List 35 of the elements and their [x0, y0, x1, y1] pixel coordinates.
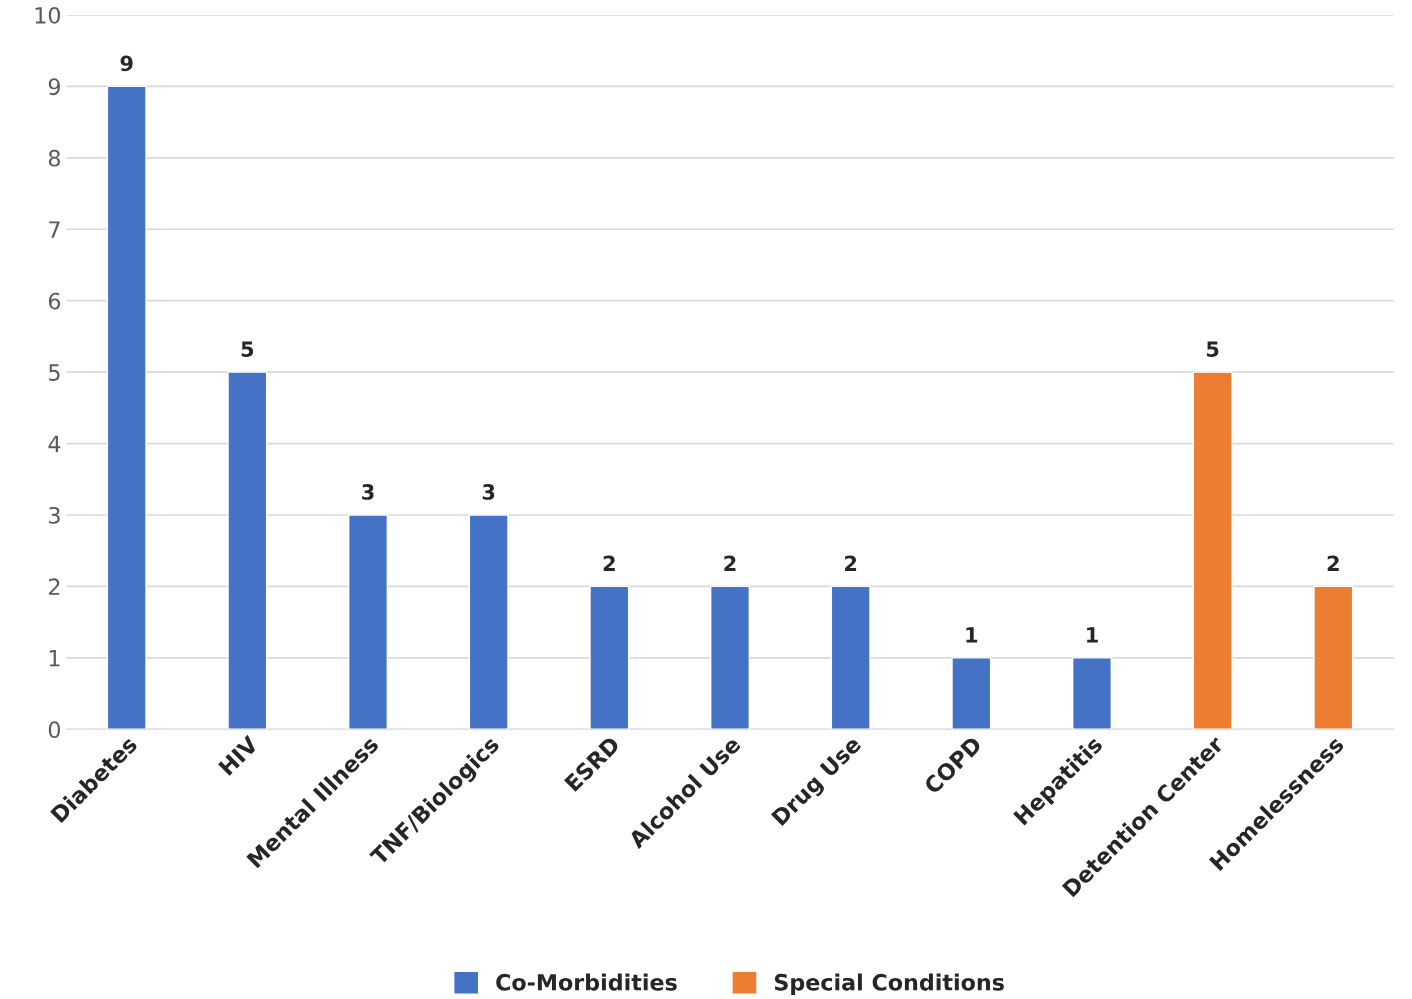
y-tick-label: 7	[49, 221, 60, 238]
y-tick-label: 10	[35, 6, 61, 24]
bar	[1071, 657, 1112, 730]
y-tick-label: 9	[48, 78, 60, 96]
legend-label: Special Conditions	[774, 973, 1004, 995]
y-tick-label: 5	[49, 364, 60, 381]
bar	[106, 85, 147, 730]
y-tick-label: 8	[48, 149, 60, 167]
data-label: 1	[966, 627, 978, 643]
bar	[589, 585, 630, 730]
bar	[227, 371, 268, 730]
bar	[1313, 585, 1354, 730]
data-label: 5	[1207, 341, 1219, 357]
y-tick-label: 3	[49, 506, 60, 524]
bar	[468, 514, 509, 730]
y-tick-label: 1	[49, 650, 60, 667]
data-label: 3	[362, 484, 374, 500]
bar	[710, 585, 751, 730]
y-tick-label: 2	[48, 578, 60, 595]
data-label: 3	[482, 484, 495, 500]
legend-label: Co-Morbidities	[496, 973, 677, 991]
bar	[348, 514, 389, 730]
data-label: 2	[724, 555, 736, 571]
data-label: 1	[1087, 627, 1098, 643]
y-tick-label: 0	[48, 721, 61, 739]
bar	[1192, 371, 1233, 730]
data-label: 9	[120, 55, 133, 72]
data-label: 2	[1327, 555, 1339, 571]
data-label: 2	[845, 555, 857, 571]
data-label: 2	[603, 555, 615, 571]
data-label: 5	[241, 341, 254, 357]
y-tick-label: 4	[48, 435, 61, 452]
y-tick-label: 6	[48, 292, 61, 310]
bar	[830, 585, 871, 730]
bar	[951, 657, 992, 730]
